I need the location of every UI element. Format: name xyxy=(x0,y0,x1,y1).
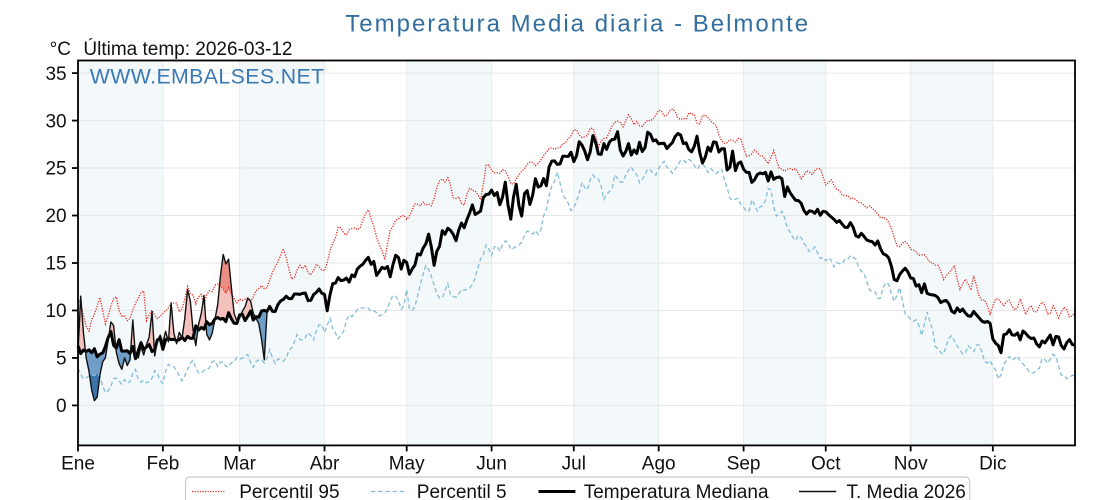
svg-text:25: 25 xyxy=(45,159,66,180)
svg-text:Percentil 5: Percentil 5 xyxy=(417,482,507,500)
svg-text:Temperatura Mediana: Temperatura Mediana xyxy=(584,482,769,500)
svg-text:Feb: Feb xyxy=(147,453,180,474)
svg-text:Jul: Jul xyxy=(562,453,586,474)
svg-text:WWW.EMBALSES.NET: WWW.EMBALSES.NET xyxy=(90,65,325,89)
svg-text:Sep: Sep xyxy=(727,453,761,474)
svg-text:Oct: Oct xyxy=(811,453,841,474)
svg-text:Dic: Dic xyxy=(979,453,1006,474)
svg-text:30: 30 xyxy=(45,111,66,132)
svg-text:35: 35 xyxy=(45,64,66,85)
svg-text:°C: °C xyxy=(50,39,71,60)
svg-text:5: 5 xyxy=(56,349,67,370)
svg-text:10: 10 xyxy=(45,301,66,322)
svg-text:Ene: Ene xyxy=(61,453,95,474)
svg-text:Abr: Abr xyxy=(310,453,340,474)
svg-text:Percentil 95: Percentil 95 xyxy=(239,482,339,500)
svg-text:May: May xyxy=(389,453,425,474)
svg-text:T. Media 2026: T. Media 2026 xyxy=(847,482,966,500)
svg-text:20: 20 xyxy=(45,206,66,227)
svg-text:0: 0 xyxy=(56,396,67,417)
svg-text:Ago: Ago xyxy=(642,453,676,474)
svg-text:Nov: Nov xyxy=(894,453,928,474)
svg-text:Última temp: 2026-03-12: Última temp: 2026-03-12 xyxy=(83,38,292,60)
svg-text:15: 15 xyxy=(45,254,66,275)
svg-text:Temperatura Media diaria - Bel: Temperatura Media diaria - Belmonte xyxy=(345,11,810,38)
svg-text:Jun: Jun xyxy=(476,453,507,474)
svg-text:Mar: Mar xyxy=(223,453,256,474)
